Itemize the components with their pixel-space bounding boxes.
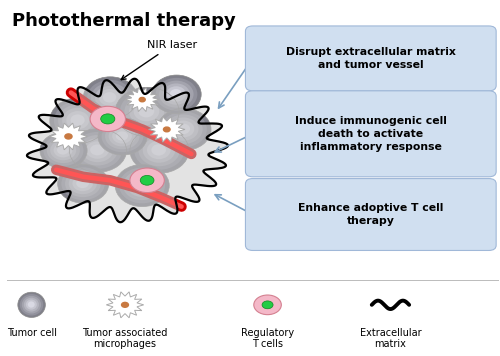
Circle shape [140, 176, 154, 185]
Ellipse shape [58, 164, 109, 203]
Ellipse shape [54, 101, 102, 140]
Ellipse shape [134, 131, 184, 170]
Ellipse shape [87, 80, 133, 116]
Ellipse shape [91, 83, 129, 112]
Ellipse shape [115, 87, 179, 136]
Ellipse shape [138, 134, 180, 166]
Text: Extracellular
matrix: Extracellular matrix [360, 328, 422, 349]
Ellipse shape [152, 75, 201, 114]
Ellipse shape [172, 121, 195, 137]
FancyBboxPatch shape [246, 91, 496, 177]
Ellipse shape [74, 132, 122, 169]
Ellipse shape [135, 180, 148, 190]
Ellipse shape [66, 111, 89, 129]
Ellipse shape [129, 98, 164, 125]
Ellipse shape [90, 145, 104, 155]
Ellipse shape [50, 98, 107, 143]
Ellipse shape [115, 164, 169, 206]
Ellipse shape [159, 81, 194, 108]
Ellipse shape [103, 92, 117, 103]
Ellipse shape [65, 170, 101, 197]
Text: Tumor associated
microphages: Tumor associated microphages [82, 328, 168, 349]
Ellipse shape [119, 168, 165, 203]
Ellipse shape [138, 105, 154, 117]
Text: Tumor cell: Tumor cell [6, 328, 56, 337]
Circle shape [100, 114, 115, 124]
Ellipse shape [157, 108, 211, 151]
Ellipse shape [62, 108, 94, 133]
Ellipse shape [156, 78, 198, 111]
Circle shape [65, 134, 72, 139]
Ellipse shape [168, 117, 198, 141]
Ellipse shape [134, 101, 160, 121]
Ellipse shape [58, 104, 98, 136]
Ellipse shape [22, 296, 41, 314]
Circle shape [139, 98, 145, 102]
Ellipse shape [95, 86, 124, 109]
Circle shape [122, 302, 128, 307]
Ellipse shape [102, 121, 143, 152]
Text: Enhance adoptive T cell
therapy: Enhance adoptive T cell therapy [298, 203, 444, 226]
Text: NIR laser: NIR laser [121, 40, 197, 80]
Polygon shape [125, 88, 160, 111]
Ellipse shape [20, 294, 43, 315]
Ellipse shape [162, 83, 190, 105]
Ellipse shape [44, 135, 84, 166]
Ellipse shape [76, 178, 89, 188]
Polygon shape [106, 292, 144, 318]
Ellipse shape [142, 138, 175, 163]
Ellipse shape [166, 86, 186, 102]
Ellipse shape [170, 89, 182, 99]
Ellipse shape [86, 141, 109, 159]
Ellipse shape [83, 77, 138, 119]
Ellipse shape [24, 298, 39, 312]
Ellipse shape [50, 140, 76, 160]
Ellipse shape [82, 138, 113, 162]
Ellipse shape [105, 123, 140, 149]
Circle shape [130, 168, 164, 193]
Ellipse shape [69, 173, 97, 194]
Ellipse shape [176, 124, 190, 134]
Ellipse shape [98, 118, 147, 155]
Ellipse shape [130, 128, 189, 173]
Ellipse shape [120, 91, 174, 133]
FancyBboxPatch shape [246, 26, 496, 91]
Ellipse shape [123, 171, 161, 200]
Circle shape [262, 301, 273, 309]
Ellipse shape [70, 114, 85, 126]
Ellipse shape [70, 129, 126, 172]
Ellipse shape [57, 146, 69, 155]
Ellipse shape [62, 167, 105, 200]
Ellipse shape [131, 177, 152, 194]
Ellipse shape [40, 132, 87, 169]
Ellipse shape [47, 137, 80, 163]
Ellipse shape [26, 299, 37, 310]
Ellipse shape [54, 143, 72, 157]
Ellipse shape [112, 129, 132, 143]
Text: Regulatory
T cells: Regulatory T cells [241, 328, 294, 349]
Ellipse shape [99, 89, 120, 106]
Ellipse shape [147, 141, 171, 159]
Ellipse shape [72, 176, 93, 191]
Circle shape [90, 106, 126, 131]
FancyBboxPatch shape [246, 179, 496, 251]
Ellipse shape [18, 292, 46, 318]
Ellipse shape [127, 174, 156, 197]
Circle shape [254, 295, 281, 315]
Polygon shape [50, 123, 88, 150]
Ellipse shape [161, 111, 207, 147]
Ellipse shape [28, 302, 34, 308]
Polygon shape [148, 117, 185, 142]
Ellipse shape [116, 131, 128, 141]
Text: Induce immunogenic cell
death to activate
inflammatory response: Induce immunogenic cell death to activat… [295, 116, 446, 152]
Ellipse shape [165, 115, 202, 144]
Ellipse shape [108, 126, 136, 146]
Polygon shape [27, 79, 228, 222]
Text: Photothermal therapy: Photothermal therapy [12, 12, 235, 30]
Circle shape [164, 127, 170, 132]
Ellipse shape [78, 135, 118, 166]
Text: Disrupt extracellular matrix
and tumor vessel: Disrupt extracellular matrix and tumor v… [286, 47, 456, 70]
Ellipse shape [152, 144, 166, 156]
Ellipse shape [124, 94, 169, 129]
